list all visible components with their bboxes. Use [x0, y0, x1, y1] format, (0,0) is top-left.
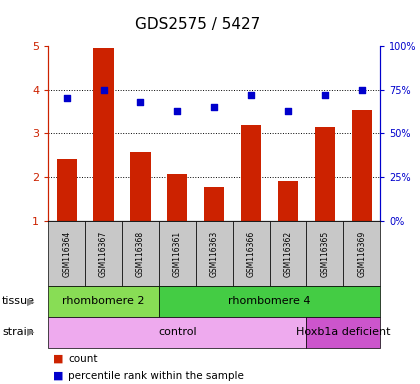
Text: GSM116363: GSM116363 [210, 230, 219, 276]
Point [211, 104, 218, 110]
Text: rhombomere 4: rhombomere 4 [228, 296, 311, 306]
Text: rhombomere 2: rhombomere 2 [62, 296, 145, 306]
Bar [94, 48, 114, 221]
Text: GSM116365: GSM116365 [320, 230, 329, 276]
Bar [352, 110, 372, 221]
Bar [167, 174, 187, 221]
Point [174, 108, 181, 114]
Text: GSM116361: GSM116361 [173, 230, 182, 276]
Bar [241, 125, 261, 221]
Bar [315, 127, 335, 221]
Text: GSM116368: GSM116368 [136, 230, 145, 276]
Text: ▶: ▶ [26, 327, 34, 337]
Text: count: count [68, 354, 98, 364]
Point [285, 108, 291, 114]
Bar [130, 152, 151, 221]
Text: control: control [158, 327, 197, 337]
Text: GSM116364: GSM116364 [62, 230, 71, 276]
Text: ■: ■ [52, 354, 63, 364]
Text: percentile rank within the sample: percentile rank within the sample [68, 371, 244, 381]
Text: GSM116362: GSM116362 [284, 230, 292, 276]
Text: GSM116366: GSM116366 [247, 230, 255, 276]
Bar [278, 182, 298, 221]
Text: Hoxb1a deficient: Hoxb1a deficient [296, 327, 391, 337]
Text: ■: ■ [52, 371, 63, 381]
Bar [57, 159, 77, 221]
Bar [204, 187, 224, 221]
Point [321, 92, 328, 98]
Text: ▶: ▶ [26, 296, 34, 306]
Point [137, 99, 144, 105]
Point [248, 92, 255, 98]
Point [63, 95, 70, 101]
Point [100, 87, 107, 93]
Text: GDS2575 / 5427: GDS2575 / 5427 [135, 17, 260, 32]
Text: GSM116369: GSM116369 [357, 230, 366, 276]
Point [358, 87, 365, 93]
Text: GSM116367: GSM116367 [99, 230, 108, 276]
Text: tissue: tissue [2, 296, 35, 306]
Text: strain: strain [2, 327, 34, 337]
